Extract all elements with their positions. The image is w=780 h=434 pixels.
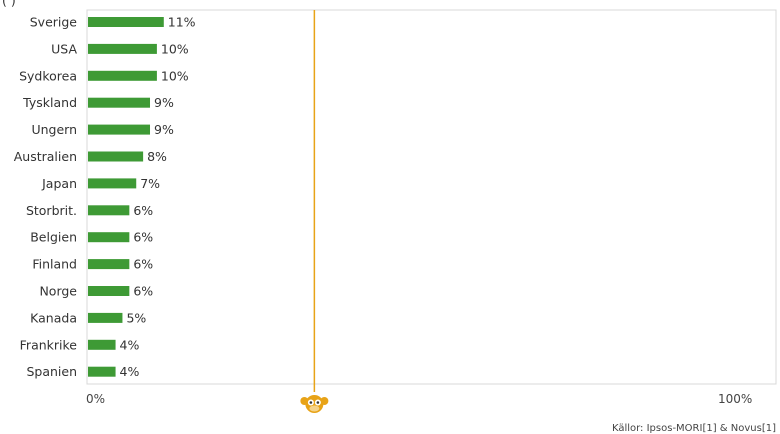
category-label: Ungern (31, 122, 77, 137)
bar-australien (88, 151, 144, 162)
value-label: 11% (168, 15, 196, 30)
category-label: Australien (14, 149, 77, 164)
monkey-icon (300, 395, 329, 413)
category-label: Norge (39, 284, 77, 299)
bar-ungern (88, 124, 151, 135)
bar-belgien (88, 232, 130, 243)
bar-finland (88, 259, 130, 270)
bar-usa (88, 43, 157, 54)
bar-japan (88, 178, 137, 189)
value-label: 10% (161, 68, 189, 83)
value-label: 6% (133, 257, 153, 272)
category-label: Sverige (30, 15, 78, 30)
category-label: Storbrit. (26, 203, 77, 218)
value-label: 6% (133, 284, 153, 299)
value-label: 7% (140, 176, 160, 191)
category-label: Kanada (30, 310, 77, 325)
category-labels-group: Sverige USA Sydkorea Tyskland Ungern Australi… (14, 15, 78, 380)
bar-tyskland (88, 97, 151, 108)
bar-frankrike (88, 339, 116, 350)
value-label: 6% (133, 203, 153, 218)
category-label: Japan (41, 176, 77, 191)
bar-norge (88, 286, 130, 296)
bar-spanien (88, 366, 116, 377)
value-labels-group: 11% 10% 10% 9% 9% 8% 7% 6% 6% 6% 6% 5% 4% 4% (120, 15, 196, 380)
x-tick-100: 100% (718, 392, 752, 406)
value-label: 9% (154, 122, 174, 137)
plot-area (86, 9, 777, 385)
bar-sydkorea (88, 70, 157, 81)
value-label: 9% (154, 95, 174, 110)
x-tick-0: 0% (86, 392, 105, 406)
value-label: 4% (120, 337, 140, 352)
category-label: Sydkorea (19, 68, 77, 83)
bar-kanada (88, 312, 123, 323)
bar-storbrit- (88, 205, 130, 216)
bar-sverige (88, 17, 164, 27)
source-note: Källor: Ipsos-MORI[1] & Novus[1] (612, 423, 776, 434)
category-label: Finland (32, 257, 77, 272)
category-label: Spanien (26, 364, 77, 379)
category-label: USA (51, 41, 77, 56)
category-label: Belgien (30, 230, 77, 245)
chart-header-fragment: ( ) (2, 0, 16, 8)
value-label: 5% (126, 310, 146, 325)
value-label: 10% (161, 41, 189, 56)
value-label: 6% (133, 230, 153, 245)
bars-group (88, 17, 164, 377)
category-label: Tyskland (22, 95, 77, 110)
value-label: 8% (147, 149, 167, 164)
category-label: Frankrike (20, 337, 78, 352)
value-label: 4% (120, 364, 140, 379)
